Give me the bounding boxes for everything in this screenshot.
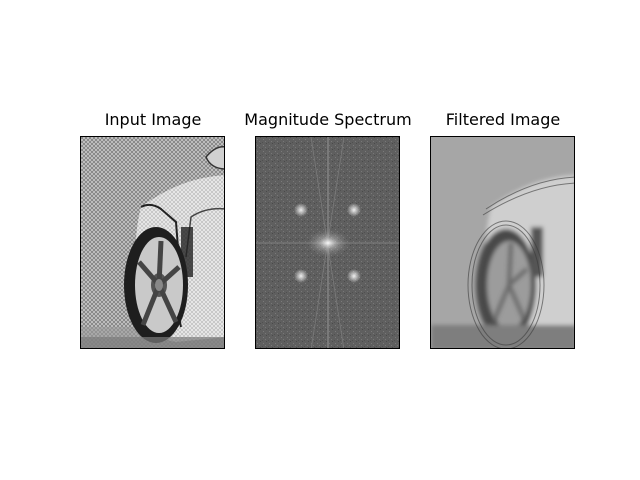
filtered-image (431, 137, 574, 348)
magnitude-spectrum-frame (255, 136, 400, 349)
input-image (81, 137, 224, 348)
filtered-image-frame (430, 136, 575, 349)
title-filtered-image: Filtered Image (445, 110, 561, 129)
magnitude-spectrum (256, 137, 399, 348)
input-image-frame (80, 136, 225, 349)
title-input-image: Input Image (104, 110, 202, 129)
title-magnitude-spectrum: Magnitude Spectrum (244, 110, 412, 129)
